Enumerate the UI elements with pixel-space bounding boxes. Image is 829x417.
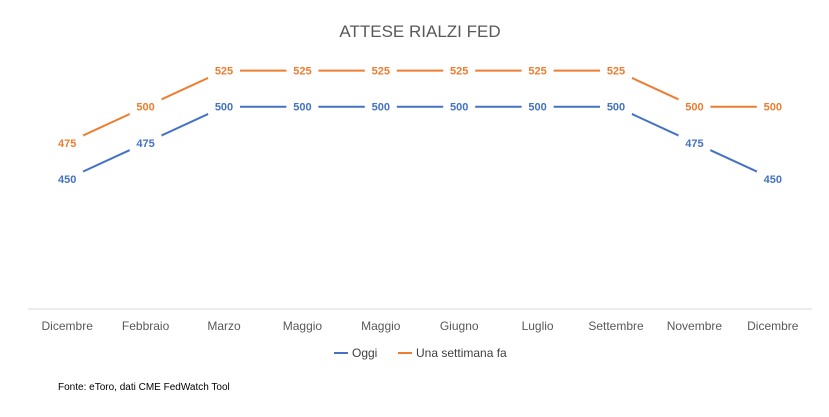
data-label: 525 [372,66,390,78]
data-label: 500 [215,102,233,114]
data-label-bg [443,98,476,115]
data-label-bg [51,170,84,187]
data-label: 500 [372,102,390,114]
data-label-bg [600,98,632,115]
data-label: 500 [607,102,625,114]
series-oggi: 450 475 500 500 500 500 500 500 475 450 [51,98,789,187]
series-layer: 475 500 525 525 525 525 525 525 500 500 450 475 500 5… [51,62,789,187]
data-label: 500 [528,102,546,114]
x-tick-label: Maggio [361,319,401,333]
data-label: 500 [764,102,782,114]
data-label: 500 [136,102,154,114]
data-label: 525 [528,66,546,78]
series-line [66,69,774,144]
data-label: 475 [58,138,76,150]
x-tick-label: Dicembre [42,319,94,333]
data-label: 475 [685,138,703,150]
x-tick-labels: Dicembre Febbraio Marzo Maggio Maggio Giugno L… [42,319,799,333]
x-tick-label: Novembre [667,319,723,333]
legend: Oggi Una settimana fa [334,346,507,360]
x-tick-label: Febbraio [122,319,170,333]
x-tick-label: Luglio [522,319,554,333]
x-tick-label: Marzo [207,319,241,333]
data-label-bg [443,62,476,79]
data-label-bg [756,170,789,187]
data-label-bg [286,98,319,115]
data-label-bg [364,98,397,115]
data-label-bg [129,134,162,151]
legend-label: Oggi [352,346,377,360]
chart-title: ATTESE RIALZI FED [339,22,500,41]
data-label-bg [364,62,397,79]
data-label-bg [208,62,240,79]
data-label: 525 [293,66,311,78]
data-label-bg [208,98,240,115]
legend-label: Una settimana fa [416,346,507,360]
x-tick-label: Settembre [588,319,644,333]
data-label: 500 [685,102,703,114]
series-line [66,105,774,180]
data-label-bg [129,98,162,115]
data-label: 525 [607,66,625,78]
data-label: 450 [764,174,782,186]
data-label-bg [521,98,554,115]
data-label-bg [600,62,632,79]
data-label-bg [678,134,711,151]
series-settimana-fa: 475 500 525 525 525 525 525 525 500 500 [51,62,789,151]
data-label-bg [521,62,554,79]
data-label: 450 [58,174,76,186]
data-label: 500 [450,102,468,114]
data-label: 475 [136,138,154,150]
data-label: 525 [215,66,233,78]
data-label-bg [756,98,789,115]
x-tick-label: Giugno [440,319,479,333]
data-label: 500 [293,102,311,114]
source-note: Fonte: eToro, dati CME FedWatch Tool [58,382,230,393]
data-label: 525 [450,66,468,78]
data-label-bg [51,134,84,151]
data-label-bg [286,62,319,79]
x-tick-label: Dicembre [747,319,799,333]
x-tick-label: Maggio [283,319,323,333]
data-label-bg [678,98,711,115]
